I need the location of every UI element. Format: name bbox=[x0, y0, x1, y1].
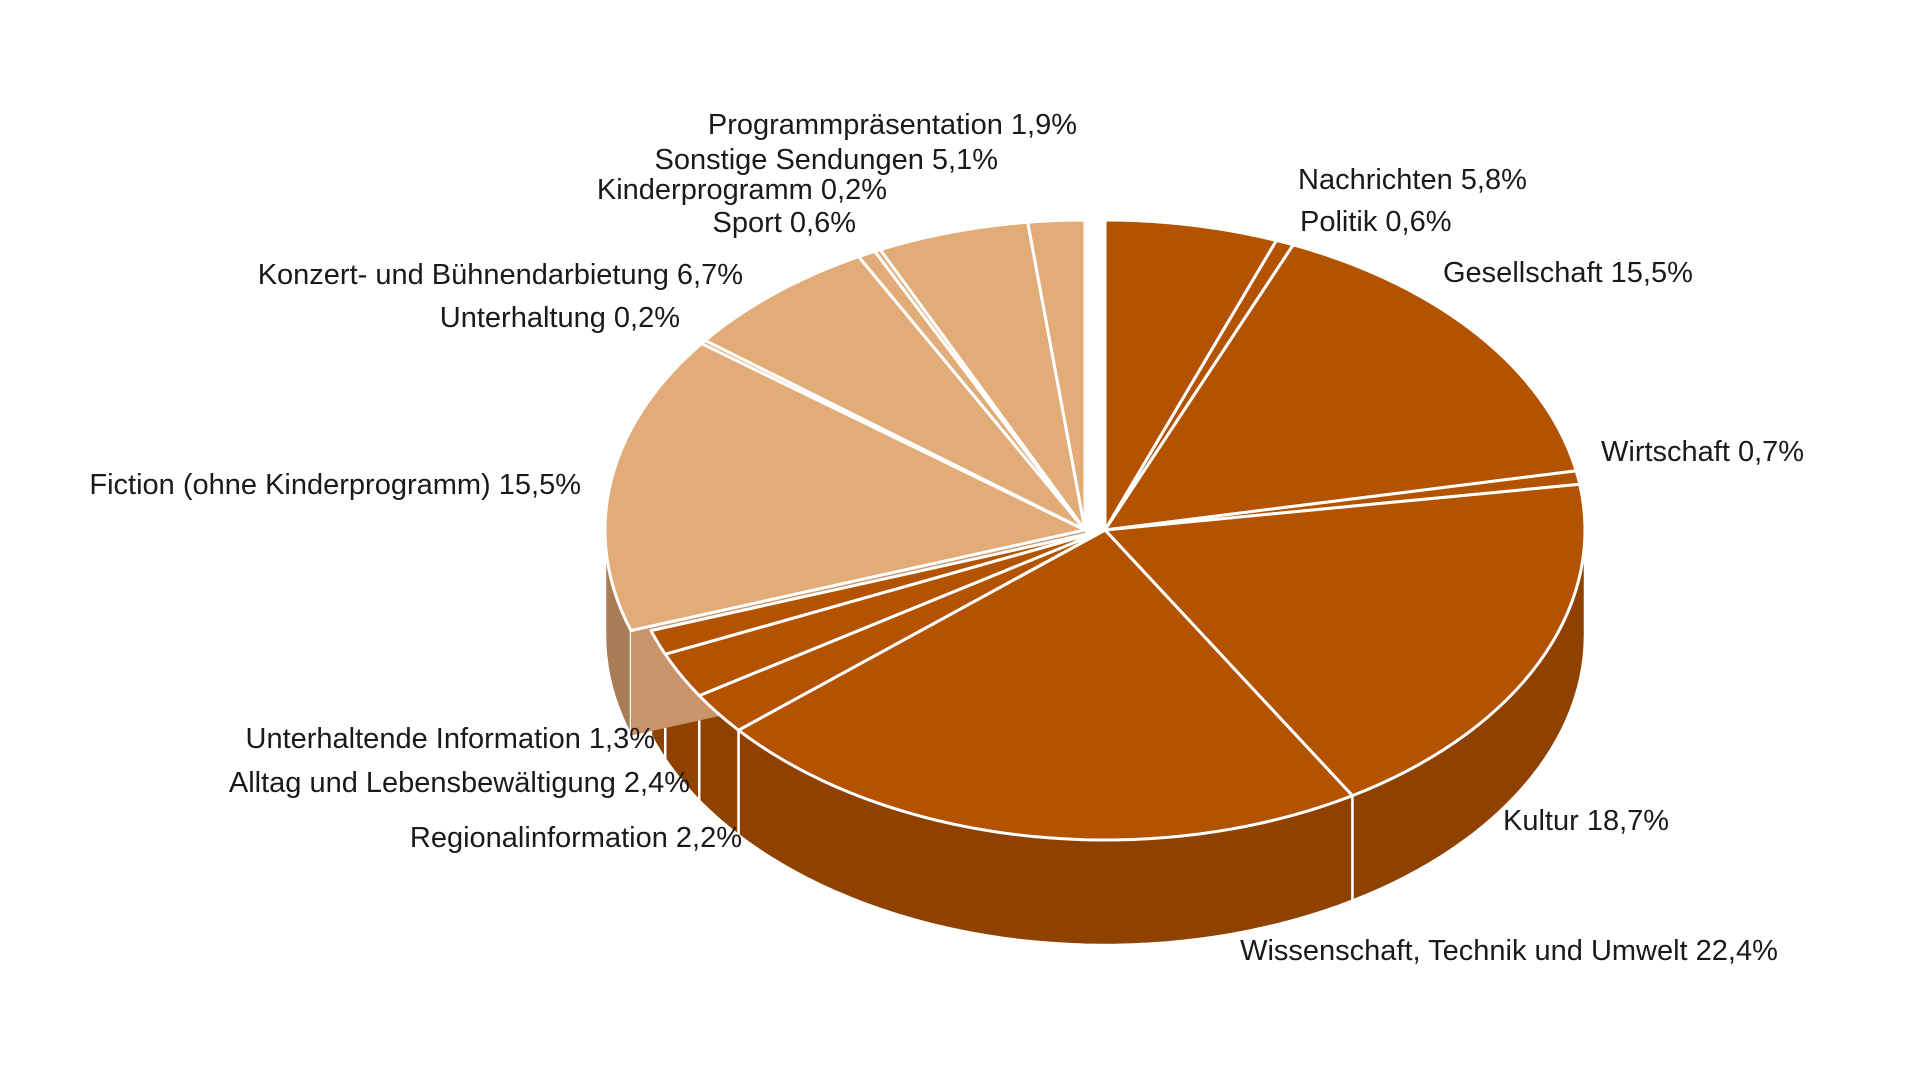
pie-tops bbox=[603, 218, 1587, 842]
pie-slice-0 bbox=[1103, 218, 1278, 532]
pie-slice-2 bbox=[1103, 243, 1578, 532]
slice-label-6: Regionalinformation 2,2% bbox=[410, 822, 742, 854]
slice-label-10: Unterhaltung 0,2% bbox=[440, 302, 680, 334]
slice-label-14: Sonstige Sendungen 5,1% bbox=[655, 144, 998, 176]
slice-label-3: Wirtschaft 0,7% bbox=[1601, 436, 1804, 468]
slice-label-8: Unterhaltende Information 1,3% bbox=[246, 723, 655, 755]
slice-label-7: Alltag und Lebensbewältigung 2,4% bbox=[229, 767, 690, 799]
pie-labels: Nachrichten 5,8% Politik 0,6% Gesellschaft… bbox=[89, 109, 1804, 967]
pie-slice-5 bbox=[736, 528, 1354, 842]
slice-label-15: Programmpräsentation 1,9% bbox=[708, 109, 1077, 141]
slice-label-5: Wissenschaft, Technik und Umwelt 22,4% bbox=[1240, 935, 1778, 967]
slice-label-2: Gesellschaft 15,5% bbox=[1443, 257, 1693, 289]
slice-label-12: Sport 0,6% bbox=[713, 207, 856, 239]
slice-label-9: Fiction (ohne Kinderprogramm) 15,5% bbox=[89, 469, 581, 501]
pie-slice-4 bbox=[1103, 482, 1587, 798]
slice-label-4: Kultur 18,7% bbox=[1503, 805, 1669, 837]
slice-label-13: Kinderprogramm 0,2% bbox=[597, 174, 887, 206]
slice-label-0: Nachrichten 5,8% bbox=[1298, 164, 1527, 196]
pie-slice-7 bbox=[663, 528, 1107, 698]
pie-slice-11 bbox=[703, 255, 1087, 532]
pie-slice-15 bbox=[1026, 218, 1087, 532]
pie-slice-14 bbox=[878, 220, 1087, 532]
pie-slice-8 bbox=[649, 528, 1107, 656]
pie-slice-9 bbox=[603, 342, 1087, 633]
slice-label-1: Politik 0,6% bbox=[1300, 206, 1452, 238]
slice-label-11: Konzert- und Bühnendarbietung 6,7% bbox=[258, 259, 743, 291]
